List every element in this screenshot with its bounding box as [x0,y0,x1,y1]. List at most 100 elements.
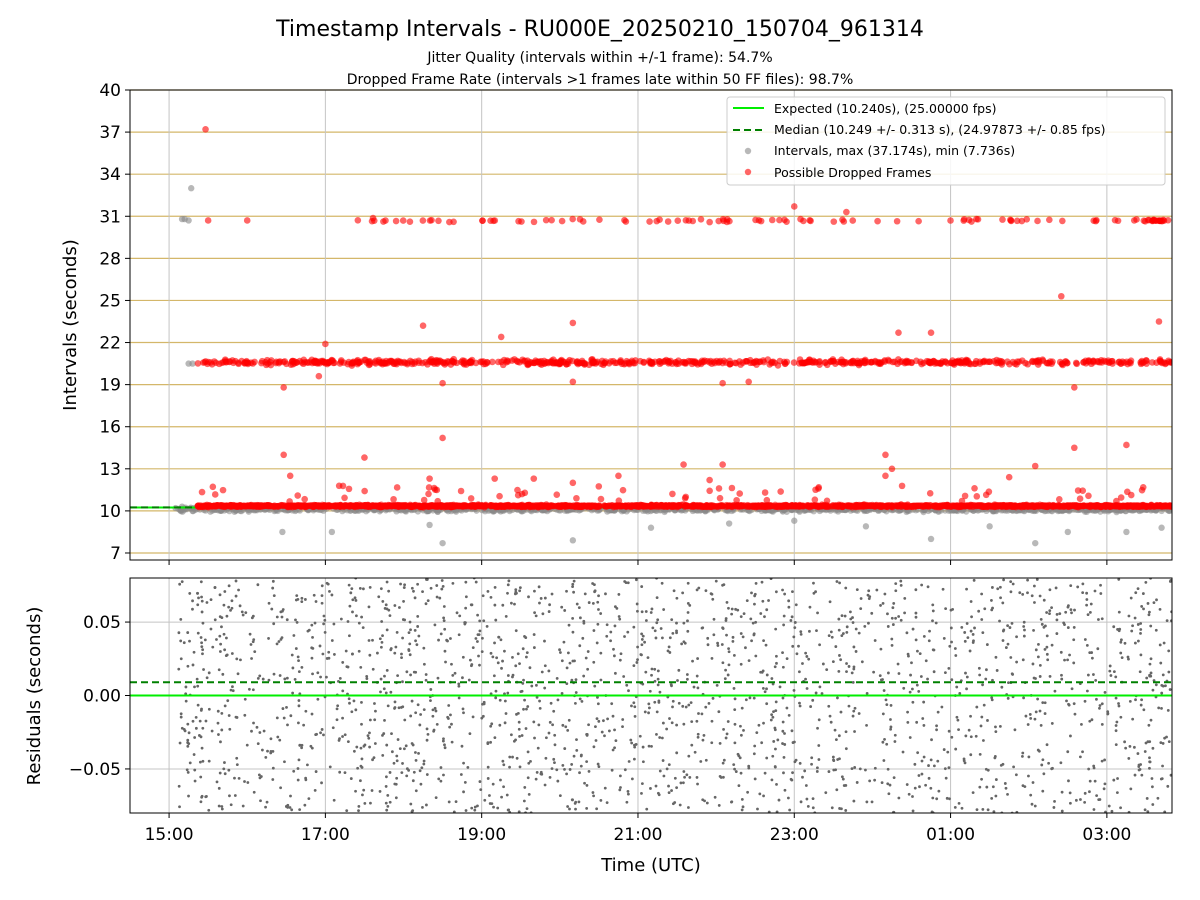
residual-point [852,645,856,649]
residual-point [319,675,322,679]
residual-point [562,640,566,644]
residual-point [492,805,495,809]
residual-point [783,788,787,792]
residual-point [764,643,768,647]
residual-point [491,782,495,786]
residual-point [913,762,917,766]
residual-point [706,643,710,647]
residual-point [653,629,657,633]
dropped-frame-point [926,490,934,497]
residual-point [836,696,839,700]
residual-point [960,625,964,629]
dropped-frame-point [361,454,368,461]
dropped-frame-point [790,359,798,366]
dropped-frame-point [513,357,521,365]
dropped-frame-point [342,502,350,510]
residual-point [627,689,630,693]
residual-point [1058,612,1062,616]
residual-point [314,770,318,773]
residual-point [727,650,731,654]
residual-point [798,704,802,708]
residual-point [178,582,182,586]
residual-point [929,758,933,762]
residual-point [879,647,883,651]
dropped-frame-point [1137,359,1144,366]
dropped-frame-point [706,476,713,484]
residual-point [920,583,924,587]
residual-point [630,777,634,781]
residual-point [323,618,327,622]
dropped-frame-point [362,356,369,364]
residual-point [640,632,644,636]
residual-point [734,607,738,611]
residual-point [675,723,679,727]
dropped-frame-point [796,503,803,510]
residual-point [350,710,354,714]
residual-point [973,626,976,630]
residual-point [533,589,536,593]
dropped-frame-point [538,359,546,367]
residual-point [841,632,845,635]
residual-point [908,690,912,694]
residual-point [748,696,752,700]
residual-point [853,730,856,733]
residual-point [506,583,510,587]
residual-point [388,771,392,774]
residual-point [312,593,316,597]
residual-point [374,709,377,713]
residual-point [678,803,682,807]
residual-point [844,784,848,787]
residual-point [834,738,838,742]
residual-point [351,598,355,602]
residual-point [1011,582,1015,586]
dropped-frame-point [514,486,521,494]
residual-point [760,741,764,745]
residual-point [215,780,219,784]
dropped-frame-point [691,502,699,509]
residual-point [180,580,184,584]
residual-point [216,709,220,713]
residual-point [503,721,507,725]
residual-point [730,612,734,616]
legend-dropped-swatch [744,168,752,176]
residual-point [982,739,985,742]
residual-point [518,662,521,666]
residual-point [815,629,818,633]
interval-point [188,185,195,192]
dropped-frame-point [976,358,984,366]
residual-point [865,723,868,727]
dropped-frame-point [675,357,682,364]
dropped-frame-point [472,502,479,510]
residual-point [857,631,861,635]
dropped-frame-point [361,487,368,495]
residual-point [738,756,742,760]
residual-point [910,687,914,691]
dropped-frame-point [549,502,557,510]
residual-point [1148,760,1152,764]
residual-point [330,593,334,597]
residual-point [640,638,644,641]
residual-point [359,746,363,750]
residual-point [717,710,721,714]
residual-point [1085,603,1089,607]
dropped-frame-point [1124,503,1132,510]
residual-point [222,632,226,636]
residual-point [986,808,990,812]
dropped-frame-point [1105,502,1113,510]
residual-point [927,639,931,643]
residual-point [742,612,746,616]
residual-point [817,758,821,761]
residual-point [490,722,494,726]
residual-point [841,777,845,781]
residual-point [1092,673,1095,676]
intervals-y-tick-label: 40 [99,81,121,101]
residual-point [660,581,664,585]
residual-point [975,705,979,709]
residual-point [482,702,486,706]
residual-point [810,756,814,760]
dropped-frame-point [625,359,633,367]
residual-point [630,741,634,745]
dropped-frame-point [816,503,824,510]
dropped-frame-point [573,494,580,502]
dropped-frame-point [877,503,884,510]
